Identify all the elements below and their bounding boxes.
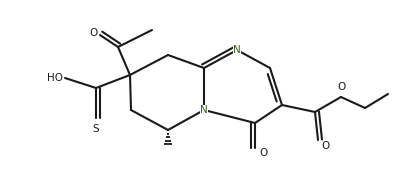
Text: O: O [89, 28, 97, 38]
Text: O: O [322, 141, 330, 151]
Text: O: O [337, 82, 345, 92]
Text: O: O [260, 148, 268, 158]
Text: N: N [200, 105, 208, 115]
Text: S: S [93, 124, 99, 134]
Text: N: N [233, 45, 241, 55]
Text: HO: HO [47, 73, 63, 83]
